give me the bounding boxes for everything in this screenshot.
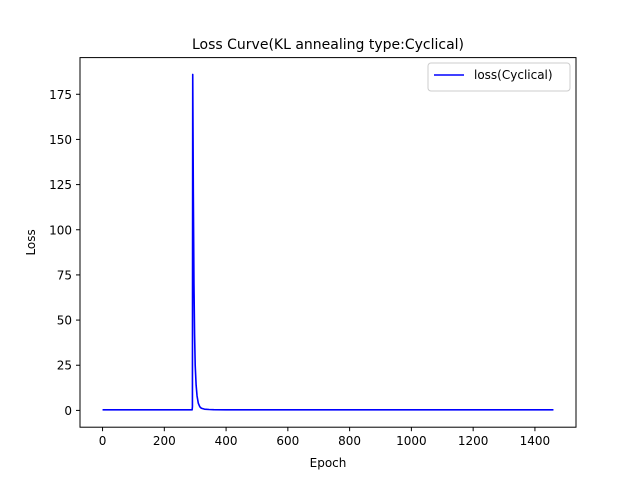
chart-title: Loss Curve(KL annealing type:Cyclical) bbox=[192, 37, 464, 53]
x-tick-label: 1200 bbox=[458, 434, 489, 448]
y-tick-label: 50 bbox=[57, 314, 72, 328]
plot-area bbox=[102, 73, 554, 411]
x-tick-label: 600 bbox=[276, 434, 299, 448]
legend-series-label: loss(Cyclical) bbox=[474, 68, 553, 82]
y-tick-label: 175 bbox=[49, 88, 72, 102]
x-tick-label: 200 bbox=[153, 434, 176, 448]
y-tick-label: 100 bbox=[49, 223, 72, 237]
y-tick-label: 25 bbox=[57, 359, 72, 373]
x-axis-label: Epoch bbox=[310, 456, 347, 470]
y-axis-label: Loss bbox=[24, 229, 38, 255]
x-tick-label: 1400 bbox=[520, 434, 551, 448]
series-line-loss-cyclical bbox=[102, 73, 554, 411]
x-axis: 0 200 400 600 800 1000 1200 1400 bbox=[99, 427, 550, 448]
axes-frame bbox=[79, 57, 577, 428]
x-tick-label: 0 bbox=[99, 434, 107, 448]
legend-box bbox=[427, 62, 571, 92]
y-tick-label: 150 bbox=[49, 133, 72, 147]
y-tick-label: 75 bbox=[57, 268, 72, 282]
y-tick-label: 0 bbox=[64, 404, 72, 418]
legend: loss(Cyclical) bbox=[427, 62, 571, 92]
x-tick-label: 400 bbox=[215, 434, 238, 448]
y-axis: 0 25 50 75 100 125 150 175 bbox=[49, 88, 80, 418]
y-tick-label: 125 bbox=[49, 178, 72, 192]
x-tick-label: 800 bbox=[338, 434, 361, 448]
x-tick-label: 1000 bbox=[396, 434, 427, 448]
